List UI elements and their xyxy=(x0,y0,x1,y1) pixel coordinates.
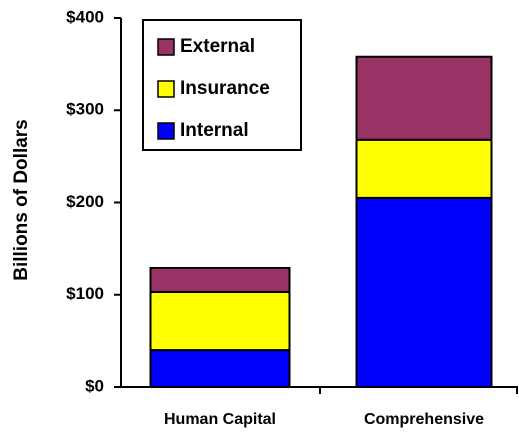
x-tick-label: Human Capital xyxy=(164,411,276,428)
bar-segment xyxy=(355,55,493,141)
y-tick-label: $400 xyxy=(66,7,104,26)
legend-label: Internal xyxy=(180,120,249,141)
legend-swatch xyxy=(157,80,175,98)
bar-segment xyxy=(149,290,291,352)
x-tick-label: Comprehensive xyxy=(364,411,484,428)
bar-segment xyxy=(149,266,291,293)
y-tick-label: $300 xyxy=(66,100,104,119)
y-axis-label: Billions of Dollars xyxy=(11,119,32,281)
bar-segment xyxy=(355,196,493,388)
legend-label: External xyxy=(180,36,255,57)
legend-swatch xyxy=(157,38,175,56)
legend-label: Insurance xyxy=(180,78,270,99)
y-tick-label: $0 xyxy=(85,376,104,395)
y-tick-label: $100 xyxy=(66,284,104,303)
bar-segment xyxy=(149,349,291,389)
y-tick-label: $200 xyxy=(66,192,104,211)
bar-segment xyxy=(355,138,493,199)
legend-swatch xyxy=(157,122,175,140)
